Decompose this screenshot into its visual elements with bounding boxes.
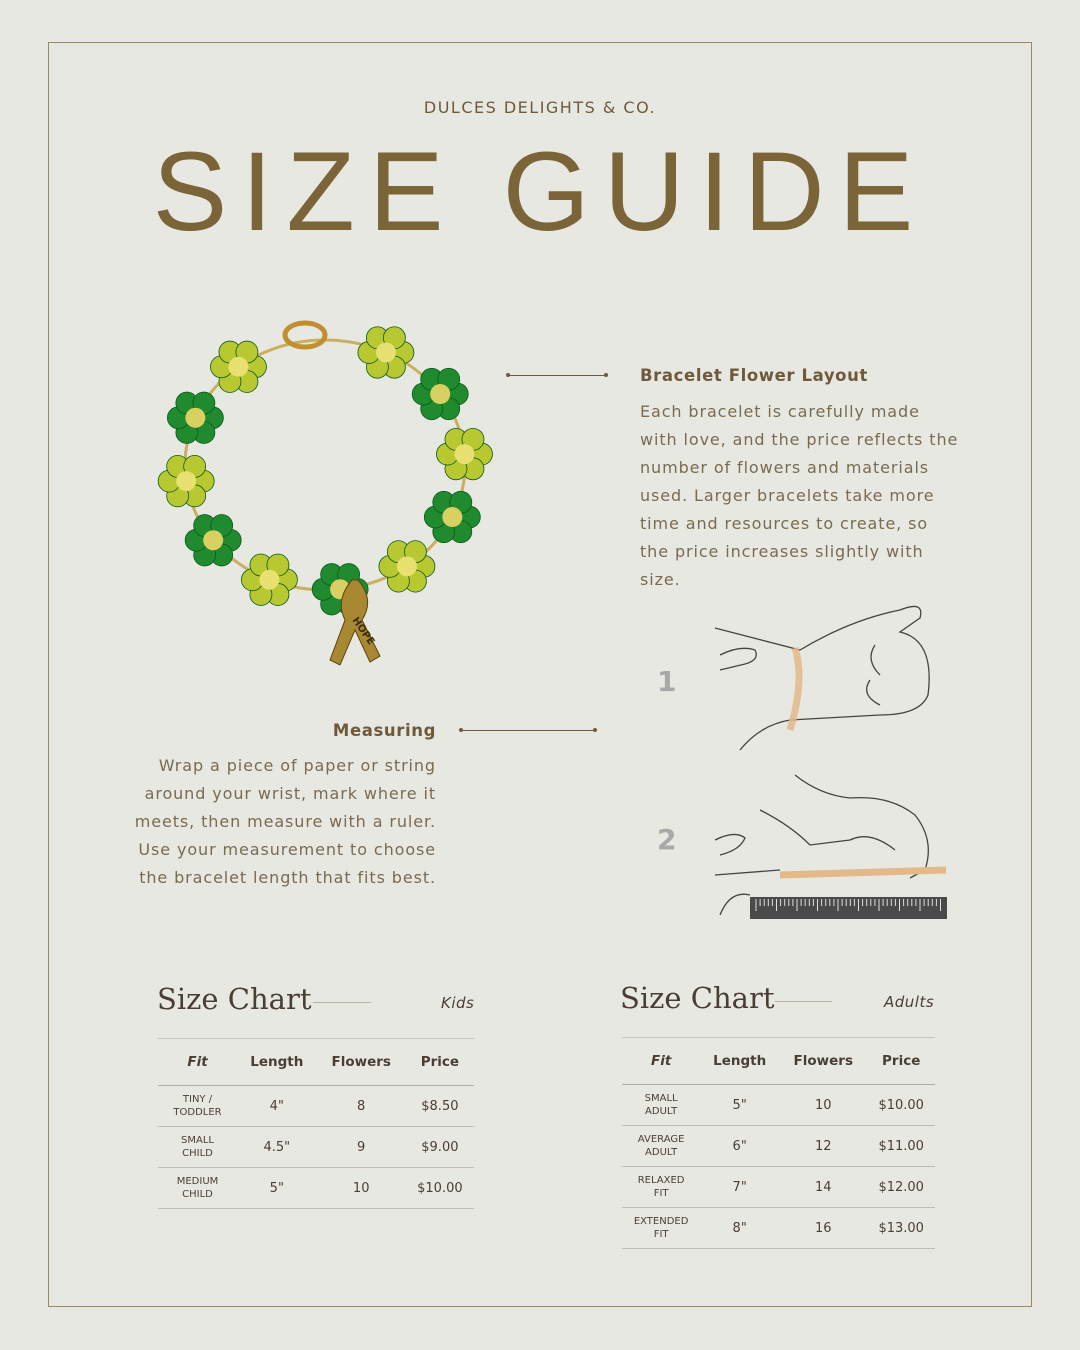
flower-bead xyxy=(411,367,469,421)
table-row: TINY / TODDLER 4" 8 $8.50 xyxy=(158,1085,474,1127)
table-cell: 4" xyxy=(237,1085,317,1127)
flower-bead xyxy=(184,514,242,567)
table-cell: 10 xyxy=(779,1084,868,1126)
table-cell: $13.00 xyxy=(867,1207,935,1249)
divider xyxy=(313,1002,371,1003)
table-header-row: Fit Length Flowers Price xyxy=(622,1037,935,1085)
step-number: 2 xyxy=(657,823,677,856)
table-cell: TINY / TODDLER xyxy=(158,1085,237,1127)
table-cell: 14 xyxy=(779,1166,868,1208)
table-row: EXTENDED FIT 8" 16 $13.00 xyxy=(622,1207,935,1249)
column-header: Length xyxy=(237,1038,317,1086)
table-cell: 8" xyxy=(700,1207,780,1249)
column-header: Price xyxy=(405,1038,474,1086)
table-cell: 5" xyxy=(237,1167,317,1209)
table-cell: $12.00 xyxy=(867,1166,935,1208)
adults-size-table: Fit Length Flowers Price SMALL ADULT 5" 10 $10.… xyxy=(622,1037,935,1249)
connector-dot xyxy=(593,728,597,732)
paragraph-line: Use your measurement to choose xyxy=(138,840,436,859)
wrist-wrap-illustration xyxy=(714,605,930,751)
kids-size-table: Fit Length Flowers Price TINY / TODDLER 4" 8 $8… xyxy=(158,1038,474,1209)
adults-chart-title: Size Chart xyxy=(620,981,775,1015)
measuring-description: Wrap a piece of paper or string around yo… xyxy=(0,752,436,892)
table-row: SMALL ADULT 5" 10 $10.00 xyxy=(622,1084,935,1126)
table-cell: $11.00 xyxy=(867,1125,935,1167)
table-cell: 7" xyxy=(700,1166,780,1208)
table-row: AVERAGE ADULT 6" 12 $11.00 xyxy=(622,1125,935,1167)
table-cell: 4.5" xyxy=(237,1126,317,1168)
flower-bead xyxy=(436,427,493,481)
clasp xyxy=(282,320,328,350)
table-cell: EXTENDED FIT xyxy=(622,1207,701,1249)
layout-description: Each bracelet is carefully made with love… xyxy=(640,398,958,594)
bracelet-image: HOPE xyxy=(157,320,493,666)
table-cell: $10.00 xyxy=(867,1084,935,1126)
flower-bead xyxy=(378,540,436,593)
flower-bead xyxy=(157,454,215,508)
brand-name: DULCES DELIGHTS & CO. xyxy=(423,98,657,117)
column-header: Fit xyxy=(158,1038,237,1086)
page-border xyxy=(48,42,1032,1307)
paragraph-line: meets, then measure with a ruler. xyxy=(134,812,436,831)
table-cell: AVERAGE ADULT xyxy=(622,1125,701,1167)
ribbon-charm xyxy=(329,579,381,666)
divider xyxy=(775,1001,832,1002)
paragraph-line: time and resources to create, so xyxy=(640,514,929,533)
page-title-text: SIZE GUIDE xyxy=(152,129,928,254)
paragraph-line: around your wrist, mark where it xyxy=(144,784,436,803)
page-title: SIZE GUIDE xyxy=(0,132,1080,252)
layout-heading: Bracelet Flower Layout xyxy=(640,366,868,385)
table-cell: SMALL ADULT xyxy=(622,1084,701,1126)
table-cell: SMALL CHILD xyxy=(158,1126,237,1168)
paragraph-line: used. Larger bracelets take more xyxy=(640,486,935,505)
paragraph-line: size. xyxy=(640,570,681,589)
table-header-row: Fit Length Flowers Price xyxy=(158,1038,474,1086)
table-cell: $10.00 xyxy=(405,1167,474,1209)
paragraph-line: number of flowers and materials xyxy=(640,458,930,477)
measuring-heading: Measuring xyxy=(332,721,436,740)
kids-chart-title: Size Chart xyxy=(157,982,312,1016)
table-cell: 8 xyxy=(316,1085,406,1127)
table-cell: $8.50 xyxy=(405,1085,474,1127)
connector-dot xyxy=(604,373,608,377)
adults-chart-subtitle: Adults xyxy=(884,993,935,1011)
flower-bead xyxy=(210,340,267,393)
ruler-measure-illustration xyxy=(714,774,947,919)
flower-bead xyxy=(241,553,298,606)
table-cell: MEDIUM CHILD xyxy=(158,1167,237,1209)
paragraph-line: the price increases slightly with xyxy=(640,542,924,561)
table-cell: 9 xyxy=(316,1126,406,1168)
column-header: Fit xyxy=(622,1037,701,1085)
column-header: Flowers xyxy=(316,1038,406,1086)
table-row: MEDIUM CHILD 5" 10 $10.00 xyxy=(158,1167,474,1209)
table-cell: 5" xyxy=(700,1084,780,1126)
table-row: SMALL CHILD 4.5" 9 $9.00 xyxy=(158,1126,474,1168)
table-cell: 10 xyxy=(316,1167,406,1209)
column-header: Flowers xyxy=(779,1037,868,1085)
step-number: 1 xyxy=(657,665,677,698)
flower-bead xyxy=(166,391,224,444)
table-cell: 6" xyxy=(700,1125,780,1167)
table-row: RELAXED FIT 7" 14 $12.00 xyxy=(622,1166,935,1208)
table-cell: RELAXED FIT xyxy=(622,1166,701,1208)
column-header: Length xyxy=(700,1037,780,1085)
paragraph-line: the bracelet length that fits best. xyxy=(139,868,436,887)
connector-line xyxy=(508,375,606,376)
column-header: Price xyxy=(867,1037,935,1085)
table-cell: 12 xyxy=(779,1125,868,1167)
paragraph-line: Wrap a piece of paper or string xyxy=(158,756,436,775)
connector-line xyxy=(461,730,595,731)
table-cell: $9.00 xyxy=(405,1126,474,1168)
table-cell: 16 xyxy=(779,1207,868,1249)
kids-chart-subtitle: Kids xyxy=(441,994,475,1012)
paragraph-line: with love, and the price reflects the xyxy=(640,430,959,449)
paragraph-line: Each bracelet is carefully made xyxy=(640,402,920,421)
flower-bead xyxy=(423,490,481,544)
flower-bead xyxy=(357,326,415,379)
